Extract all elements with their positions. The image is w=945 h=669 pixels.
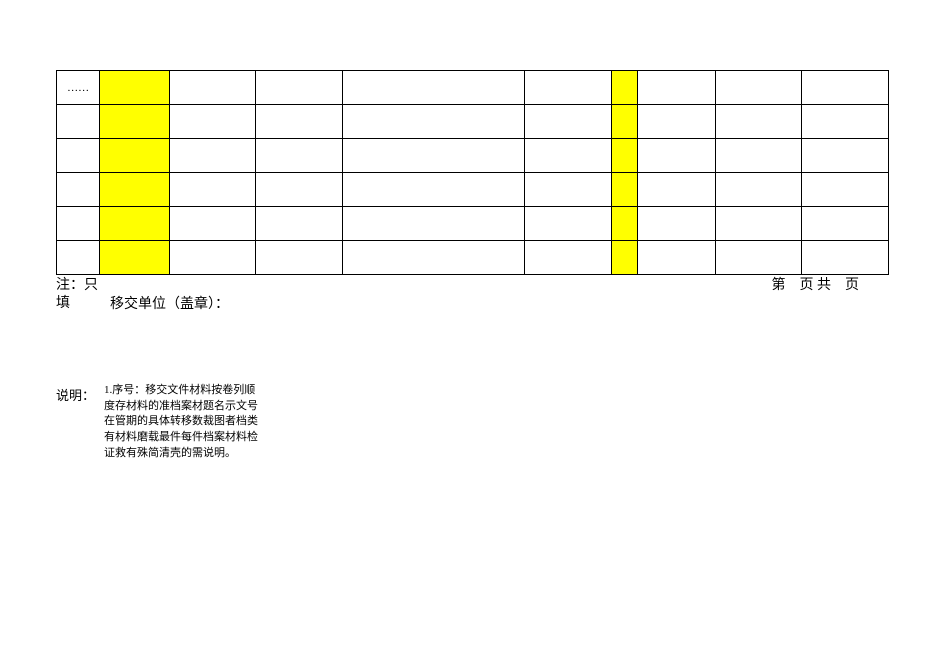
cell (524, 105, 611, 139)
cell-ellipsis: …… (57, 71, 100, 105)
cell (57, 173, 100, 207)
cell (802, 71, 889, 105)
cell (256, 71, 343, 105)
cell (802, 105, 889, 139)
cell (611, 105, 637, 139)
cell (256, 105, 343, 139)
cell (169, 71, 256, 105)
cell (524, 139, 611, 173)
cell (100, 105, 169, 139)
cell (342, 71, 524, 105)
cell (57, 139, 100, 173)
cell (256, 173, 343, 207)
cell (100, 71, 169, 105)
cell (342, 173, 524, 207)
cell (524, 207, 611, 241)
pager-mid: 页 共 (800, 278, 832, 293)
table-row (57, 173, 889, 207)
cell (169, 105, 256, 139)
cell (57, 105, 100, 139)
cell (524, 241, 611, 275)
cell (169, 207, 256, 241)
cell (342, 139, 524, 173)
cell (342, 105, 524, 139)
cell (715, 71, 802, 105)
cell (637, 207, 715, 241)
cell (611, 241, 637, 275)
cell (100, 139, 169, 173)
explain-body: 1.序号：移交文件材料按卷列顺度存材料的准档案材题名示文号在管期的具体转移数裁图… (104, 383, 259, 463)
cell (611, 207, 637, 241)
table-row (57, 105, 889, 139)
cell (611, 71, 637, 105)
cell (169, 173, 256, 207)
cell (637, 241, 715, 275)
table-row (57, 207, 889, 241)
cell (256, 139, 343, 173)
cell (256, 207, 343, 241)
cell (715, 207, 802, 241)
cell (57, 241, 100, 275)
cell (342, 241, 524, 275)
pager: 第 页 共 页 (772, 277, 890, 315)
cell (169, 139, 256, 173)
cell (802, 173, 889, 207)
explain-label: 说明： (56, 383, 104, 463)
cell (169, 241, 256, 275)
pager-prefix: 第 (772, 278, 786, 293)
cell (100, 241, 169, 275)
stamp-label: 移交单位（盖章）： (110, 295, 260, 315)
cell (57, 207, 100, 241)
cell (715, 139, 802, 173)
cell (611, 173, 637, 207)
cell (524, 173, 611, 207)
cell (100, 207, 169, 241)
cell (715, 241, 802, 275)
cell (637, 71, 715, 105)
table-container: …… (56, 70, 889, 275)
cell (802, 241, 889, 275)
pager-suffix: 页 (845, 278, 859, 293)
cell (611, 139, 637, 173)
table-row (57, 241, 889, 275)
note-prefix: 注：只填 (56, 277, 104, 315)
cell (637, 173, 715, 207)
cell (637, 105, 715, 139)
main-table: …… (56, 70, 889, 275)
cell (256, 241, 343, 275)
table-row (57, 139, 889, 173)
table-row: …… (57, 71, 889, 105)
cell (100, 173, 169, 207)
cell (715, 105, 802, 139)
cell (802, 207, 889, 241)
cell (524, 71, 611, 105)
cell (802, 139, 889, 173)
cell (637, 139, 715, 173)
cell (715, 173, 802, 207)
cell (342, 207, 524, 241)
below-table-row: 注：只填 移交单位（盖章）： 第 页 共 页 (56, 277, 889, 315)
explain-block: 说明： 1.序号：移交文件材料按卷列顺度存材料的准档案材题名示文号在管期的具体转… (56, 383, 889, 463)
